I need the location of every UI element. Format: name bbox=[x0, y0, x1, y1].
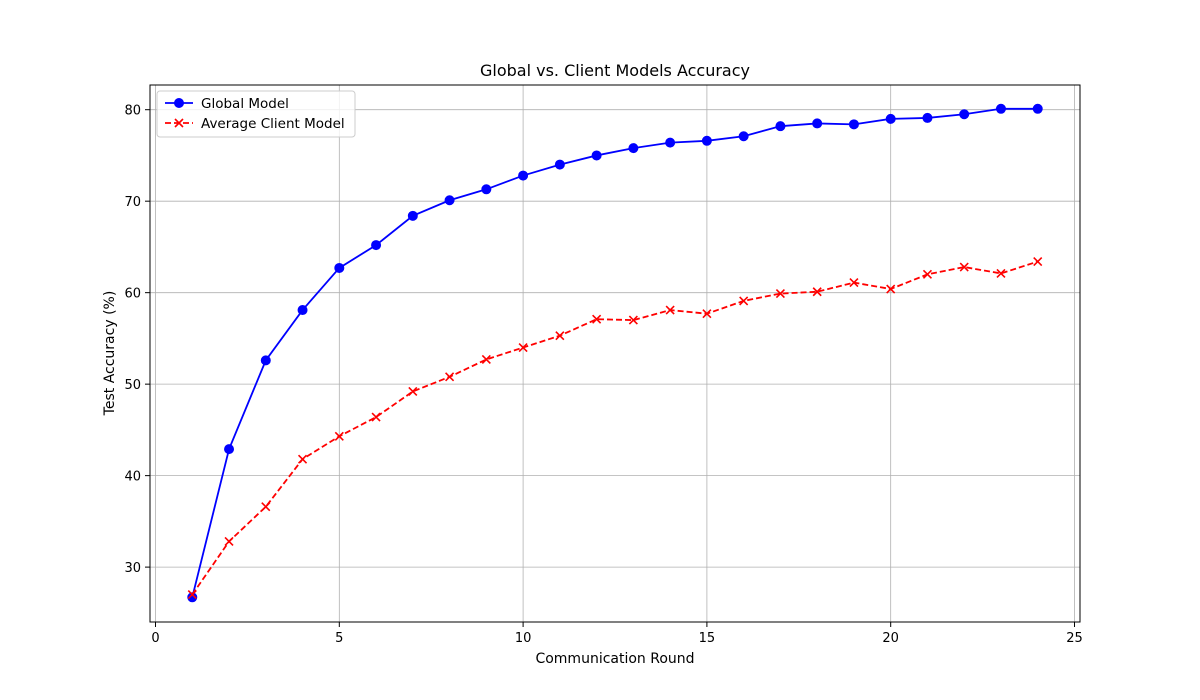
client-model-point bbox=[702, 309, 712, 319]
plot-frame bbox=[149, 84, 1081, 623]
global-model-point bbox=[738, 131, 749, 142]
global-model-point bbox=[481, 184, 492, 195]
y-tick-label: 60 bbox=[124, 287, 141, 302]
x-tick-label: 10 bbox=[515, 631, 532, 646]
client-model-point bbox=[959, 262, 969, 272]
x-tick-label: 20 bbox=[882, 631, 899, 646]
legend-box bbox=[156, 90, 356, 138]
global-model-point bbox=[701, 135, 712, 146]
global-model-point bbox=[922, 112, 933, 123]
client-model-point bbox=[224, 536, 234, 547]
client-model-point bbox=[445, 372, 455, 382]
global-model-point bbox=[591, 150, 602, 161]
global-model-point bbox=[187, 592, 198, 603]
global-model-point bbox=[444, 195, 455, 206]
global-model-point bbox=[407, 210, 418, 221]
global-model-point bbox=[334, 262, 345, 273]
client-model-series bbox=[187, 256, 1043, 600]
global-model-point bbox=[371, 240, 382, 251]
client-model-point bbox=[297, 454, 308, 464]
y-tick-label: 50 bbox=[124, 378, 141, 393]
y-tick-label: 70 bbox=[124, 195, 141, 210]
global-model-point bbox=[224, 444, 235, 455]
client-model-point bbox=[922, 269, 933, 279]
legend-global-model-label: Global Model bbox=[201, 96, 289, 112]
client-model-point bbox=[334, 431, 344, 441]
legend-client-model-marker bbox=[174, 118, 184, 128]
global-model-point bbox=[628, 143, 639, 154]
client-model-point bbox=[1033, 256, 1043, 267]
client-model-point bbox=[555, 331, 565, 341]
legend: Global Model Average Client Model bbox=[156, 90, 356, 138]
x-tick-label: 5 bbox=[335, 631, 343, 646]
global-model-point bbox=[885, 113, 896, 124]
chart-title: Global vs. Client Models Accuracy bbox=[480, 61, 750, 80]
client-model-point bbox=[886, 284, 896, 294]
x-tick-label: 15 bbox=[699, 631, 716, 646]
x-tick-label: 0 bbox=[151, 631, 159, 646]
global-model-point bbox=[812, 118, 823, 129]
plot-series bbox=[187, 103, 1043, 603]
client-model-point bbox=[665, 305, 675, 315]
global-model-line bbox=[191, 107, 1038, 598]
y-tick-label: 40 bbox=[124, 470, 141, 485]
client-model-point bbox=[408, 386, 418, 397]
client-model-point bbox=[371, 412, 381, 422]
global-model-point bbox=[665, 137, 676, 148]
client-model-point bbox=[518, 342, 528, 353]
global-model-point bbox=[959, 109, 970, 120]
client-model-point bbox=[812, 287, 822, 297]
global-model-point bbox=[1032, 103, 1043, 114]
x-tick-label: 25 bbox=[1066, 631, 1083, 646]
client-model-point bbox=[481, 354, 491, 365]
client-model-point bbox=[996, 268, 1006, 279]
client-model-point bbox=[261, 502, 271, 512]
client-model-point bbox=[739, 296, 749, 306]
client-model-point bbox=[187, 589, 197, 600]
y-axis-label: Test Accuracy (%) bbox=[102, 291, 118, 417]
y-tick-label: 80 bbox=[124, 104, 141, 119]
legend-client-model-label: Average Client Model bbox=[201, 116, 345, 132]
x-axis-label: Communication Round bbox=[535, 651, 694, 667]
client-model-point bbox=[592, 314, 602, 324]
client-model-point bbox=[628, 315, 638, 325]
global-model-series bbox=[187, 103, 1043, 603]
axis-ticks: 0 5 10 15 20 25 30 40 50 60 70 80 bbox=[124, 104, 1082, 646]
global-model-point bbox=[554, 159, 565, 170]
client-model-line bbox=[191, 260, 1039, 596]
global-model-point bbox=[518, 170, 529, 181]
y-tick-label: 30 bbox=[124, 561, 141, 576]
client-model-point bbox=[849, 278, 859, 288]
legend-global-model-marker bbox=[174, 98, 184, 108]
global-model-point bbox=[297, 305, 308, 316]
grid-lines bbox=[150, 85, 1080, 622]
client-model-point bbox=[775, 289, 785, 299]
global-model-point bbox=[995, 103, 1006, 114]
global-model-point bbox=[260, 355, 271, 366]
global-model-point bbox=[848, 119, 859, 130]
global-model-point bbox=[775, 121, 786, 132]
